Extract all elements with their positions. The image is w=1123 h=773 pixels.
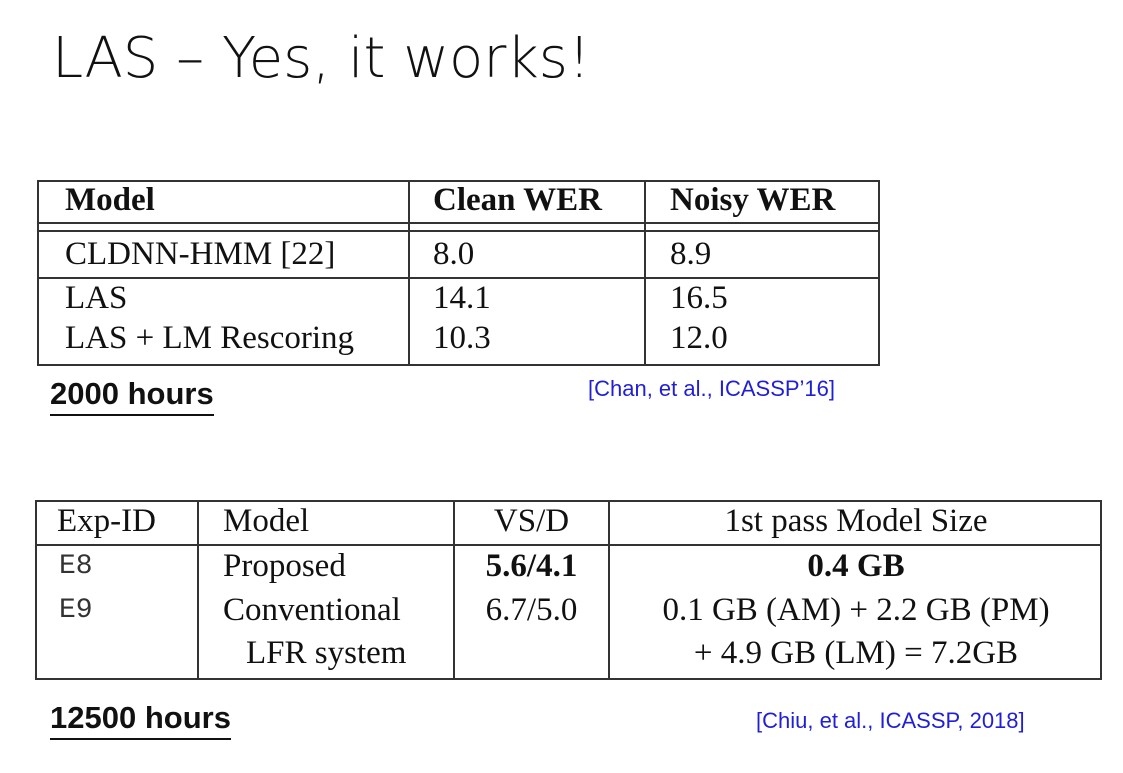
training-hours-label: 12500 hours [50, 700, 231, 740]
column-header-exp-id: Exp-ID [57, 503, 156, 539]
header-divider [35, 544, 1102, 546]
table-frame [37, 180, 880, 366]
wer-table: Model Clean WER Noisy WER CLDNN-HMM [22]… [37, 180, 880, 366]
citation: [Chiu, et al., ICASSP, 2018] [756, 708, 1025, 733]
table-cell-clean-wer: 14.1 [433, 280, 491, 316]
table-cell-noisy-wer: 16.5 [670, 280, 728, 316]
table-frame [35, 500, 1102, 680]
column-divider [644, 180, 646, 366]
table-cell-clean-wer: 8.0 [433, 236, 475, 272]
column-divider [408, 180, 410, 366]
column-header-vsd: VS/D [493, 503, 570, 539]
column-divider [197, 500, 199, 680]
table-cell-exp-id: E9 [59, 595, 93, 626]
citation: [Chan, et al., ICASSP’16] [588, 376, 836, 401]
table-cell-model-size: 0.4 GB [807, 548, 905, 584]
table-cell-model: LAS + LM Rescoring [65, 320, 355, 356]
table-cell-model: Conventional [223, 592, 401, 628]
table-cell-clean-wer: 10.3 [433, 320, 491, 356]
row-divider [37, 277, 880, 279]
table-cell-model-line2: LFR system [246, 635, 407, 671]
table-cell-vsd: 6.7/5.0 [485, 592, 578, 628]
column-header-model-size: 1st pass Model Size [724, 503, 988, 539]
header-divider-double [37, 230, 880, 232]
column-header-model: Model [65, 182, 155, 218]
table-cell-model-size: 0.1 GB (AM) + 2.2 GB (PM) [662, 592, 1050, 628]
table-cell-exp-id: E8 [59, 551, 93, 582]
training-hours-label: 2000 hours [50, 376, 214, 416]
table-cell-noisy-wer: 12.0 [670, 320, 728, 356]
table-cell-noisy-wer: 8.9 [670, 236, 712, 272]
table-cell-model: Proposed [223, 548, 346, 584]
table-cell-model: CLDNN-HMM [22] [65, 236, 336, 272]
column-header-clean-wer: Clean WER [433, 182, 602, 218]
model-size-table: Exp-ID Model VS/D 1st pass Model Size E8… [35, 500, 1102, 680]
slide-title: LAS – Yes, it works! [52, 26, 591, 91]
table-cell-vsd: 5.6/4.1 [485, 548, 578, 584]
column-header-noisy-wer: Noisy WER [670, 182, 836, 218]
column-header-model: Model [223, 503, 310, 539]
header-divider [37, 222, 880, 224]
column-divider [608, 500, 610, 680]
table-cell-model-size-line2: + 4.9 GB (LM) = 7.2GB [693, 635, 1019, 671]
column-divider [453, 500, 455, 680]
table-cell-model: LAS [65, 280, 128, 316]
